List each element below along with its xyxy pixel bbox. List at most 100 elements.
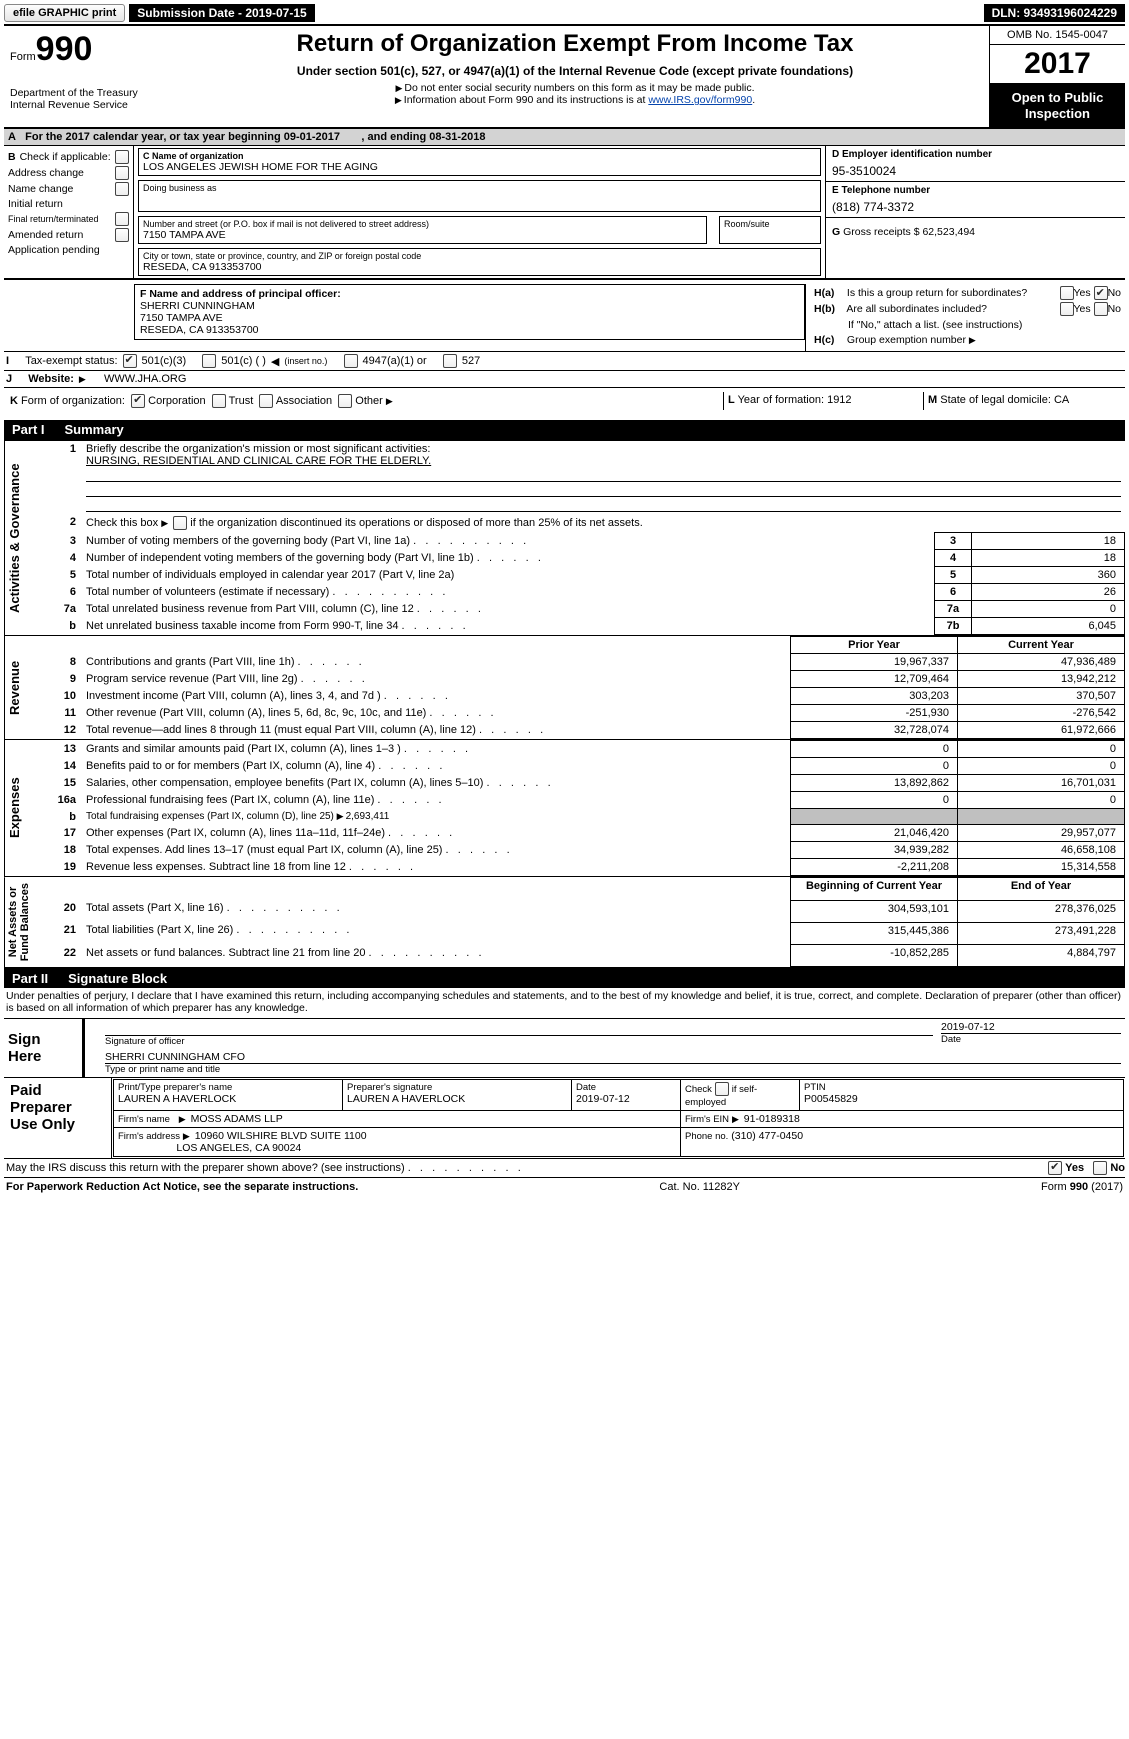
b-check-final[interactable] xyxy=(115,212,129,226)
k-trust-check[interactable] xyxy=(212,394,226,408)
paid-label-1: Paid xyxy=(10,1082,105,1099)
ha-text: Is this a group return for subordinates? xyxy=(847,287,1027,299)
firm-phone: (310) 477-0450 xyxy=(731,1130,803,1142)
c-addr-value: 7150 TAMPA AVE xyxy=(143,229,702,241)
line-4-desc: Number of independent voting members of … xyxy=(82,550,935,567)
signature-date-label: Date xyxy=(941,1034,1121,1045)
part-2-title: Signature Block xyxy=(68,971,167,986)
line-2-check[interactable] xyxy=(173,516,187,530)
d-ein-label: D Employer identification number xyxy=(832,149,1119,160)
k-corp-check[interactable] xyxy=(131,394,145,408)
line-num: 18 xyxy=(44,842,82,859)
k-assoc-check[interactable] xyxy=(259,394,273,408)
k-other-check[interactable] xyxy=(338,394,352,408)
current-year-val: 0 xyxy=(958,792,1125,809)
dept-line1: Department of the Treasury xyxy=(10,87,155,99)
line-desc: Total expenses. Add lines 13–17 (must eq… xyxy=(82,842,791,859)
k-trust: Trust xyxy=(229,395,254,407)
line-desc: Other revenue (Part VIII, column (A), li… xyxy=(82,705,791,722)
prior-year-val: 19,967,337 xyxy=(791,654,958,671)
i-text: Tax-exempt status: xyxy=(25,355,117,367)
paid-label-3: Use Only xyxy=(10,1116,105,1133)
hc-arrow-icon xyxy=(969,334,978,346)
discuss-yes-check[interactable] xyxy=(1048,1161,1062,1175)
i-501c-check[interactable] xyxy=(202,354,216,368)
officer-signature-line[interactable] xyxy=(105,1021,933,1036)
prior-year-val: 13,892,862 xyxy=(791,775,958,792)
b-check-name[interactable] xyxy=(115,182,129,196)
prep-ptin: P00545829 xyxy=(804,1093,1119,1105)
k-label: K xyxy=(10,395,18,407)
b-item-name: Name change xyxy=(8,182,129,196)
prior-year-val: -10,852,285 xyxy=(791,945,958,967)
line-num: 9 xyxy=(44,671,82,688)
efile-print-button[interactable]: efile GRAPHIC print xyxy=(4,4,125,22)
current-year-val: 15,314,558 xyxy=(958,859,1125,876)
line-5-val: 360 xyxy=(972,567,1125,584)
part-1-header: Part I Summary xyxy=(4,420,1125,439)
h-column: H(a) Is this a group return for subordin… xyxy=(805,284,1125,351)
b-check-header[interactable] xyxy=(115,150,129,164)
note-arrow-icon-2 xyxy=(395,94,404,106)
current-year-val: 47,936,489 xyxy=(958,654,1125,671)
line-7b-desc: Net unrelated business taxable income fr… xyxy=(82,618,935,635)
current-year-val: 0 xyxy=(958,741,1125,758)
k-assoc: Association xyxy=(276,395,332,407)
prep-self-check[interactable] xyxy=(715,1082,729,1096)
c-dba-label: Doing business as xyxy=(143,183,816,193)
j-text: Website: xyxy=(28,373,74,385)
f-officer-name: SHERRI CUNNINGHAM xyxy=(140,300,799,312)
top-bar: efile GRAPHIC print Submission Date - 20… xyxy=(4,4,1125,22)
firm-addr-label: Firm's address xyxy=(118,1131,180,1142)
prior-year-val: 0 xyxy=(791,792,958,809)
form-number: 990 xyxy=(36,30,93,68)
hb-yes-check[interactable] xyxy=(1060,302,1074,316)
prior-year-val: 0 xyxy=(791,758,958,775)
note-info-pre: Information about Form 990 and its instr… xyxy=(404,94,649,106)
part-1-label: Part I xyxy=(12,422,45,437)
i-label: I xyxy=(6,355,9,367)
firm-addr2: LOS ANGELES, CA 90024 xyxy=(176,1142,301,1154)
l-year-formation: Year of formation: 1912 xyxy=(738,394,852,406)
current-year-val: 4,884,797 xyxy=(958,945,1125,967)
mission-blank-1 xyxy=(86,467,1121,482)
ha-label: H(a) xyxy=(814,286,844,302)
discuss-no-check[interactable] xyxy=(1093,1161,1107,1175)
c-room-label: Room/suite xyxy=(724,219,816,229)
current-year-val: 46,658,108 xyxy=(958,842,1125,859)
b-check-address[interactable] xyxy=(115,166,129,180)
row-k-l-m: K Form of organization: Corporation Trus… xyxy=(4,387,1125,420)
line-num: 10 xyxy=(44,688,82,705)
row-i-tax-exempt: I Tax-exempt status: 501(c)(3) 501(c) ( … xyxy=(4,351,1125,370)
hb-no: No xyxy=(1108,303,1121,315)
b-item-amended: Amended return xyxy=(8,228,129,242)
hb-no-check[interactable] xyxy=(1094,302,1108,316)
b-check-amended[interactable] xyxy=(115,228,129,242)
line-desc: Total revenue—add lines 8 through 11 (mu… xyxy=(82,722,791,739)
firm-phone-label: Phone no. xyxy=(685,1131,728,1142)
g-label: G xyxy=(832,226,840,238)
vlabel-net-assets: Net Assets or Fund Balances xyxy=(4,877,44,967)
i-501c3-check[interactable] xyxy=(123,354,137,368)
hc-label: H(c) xyxy=(814,333,844,349)
ha-yes-check[interactable] xyxy=(1060,286,1074,300)
irs-link[interactable]: www.IRS.gov/form990 xyxy=(648,94,752,106)
f-officer-box: F Name and address of principal officer:… xyxy=(134,284,805,340)
form-subtitle: Under section 501(c), 527, or 4947(a)(1)… xyxy=(167,64,983,78)
i-4947-check[interactable] xyxy=(344,354,358,368)
firm-ein: 91-0189318 xyxy=(744,1113,800,1125)
prep-date: 2019-07-12 xyxy=(576,1093,676,1105)
discuss-yes: Yes xyxy=(1065,1162,1084,1174)
i-527-check[interactable] xyxy=(443,354,457,368)
prep-sig: LAUREN A HAVERLOCK xyxy=(347,1093,567,1105)
ha-no-check[interactable] xyxy=(1094,286,1108,300)
sign-here-label: Sign Here xyxy=(4,1019,84,1078)
row-a-text1: For the 2017 calendar year, or tax year … xyxy=(25,131,340,143)
line-num: 14 xyxy=(44,758,82,775)
omb-number: OMB No. 1545-0047 xyxy=(990,26,1125,45)
dln-pill: DLN: 93493196024229 xyxy=(984,4,1125,22)
footer-form-suf: (2017) xyxy=(1088,1181,1123,1193)
expenses-block: Expenses 13Grants and similar amounts pa… xyxy=(4,740,1125,877)
prior-year-val: 21,046,420 xyxy=(791,825,958,842)
c-city-label: City or town, state or province, country… xyxy=(143,251,816,261)
